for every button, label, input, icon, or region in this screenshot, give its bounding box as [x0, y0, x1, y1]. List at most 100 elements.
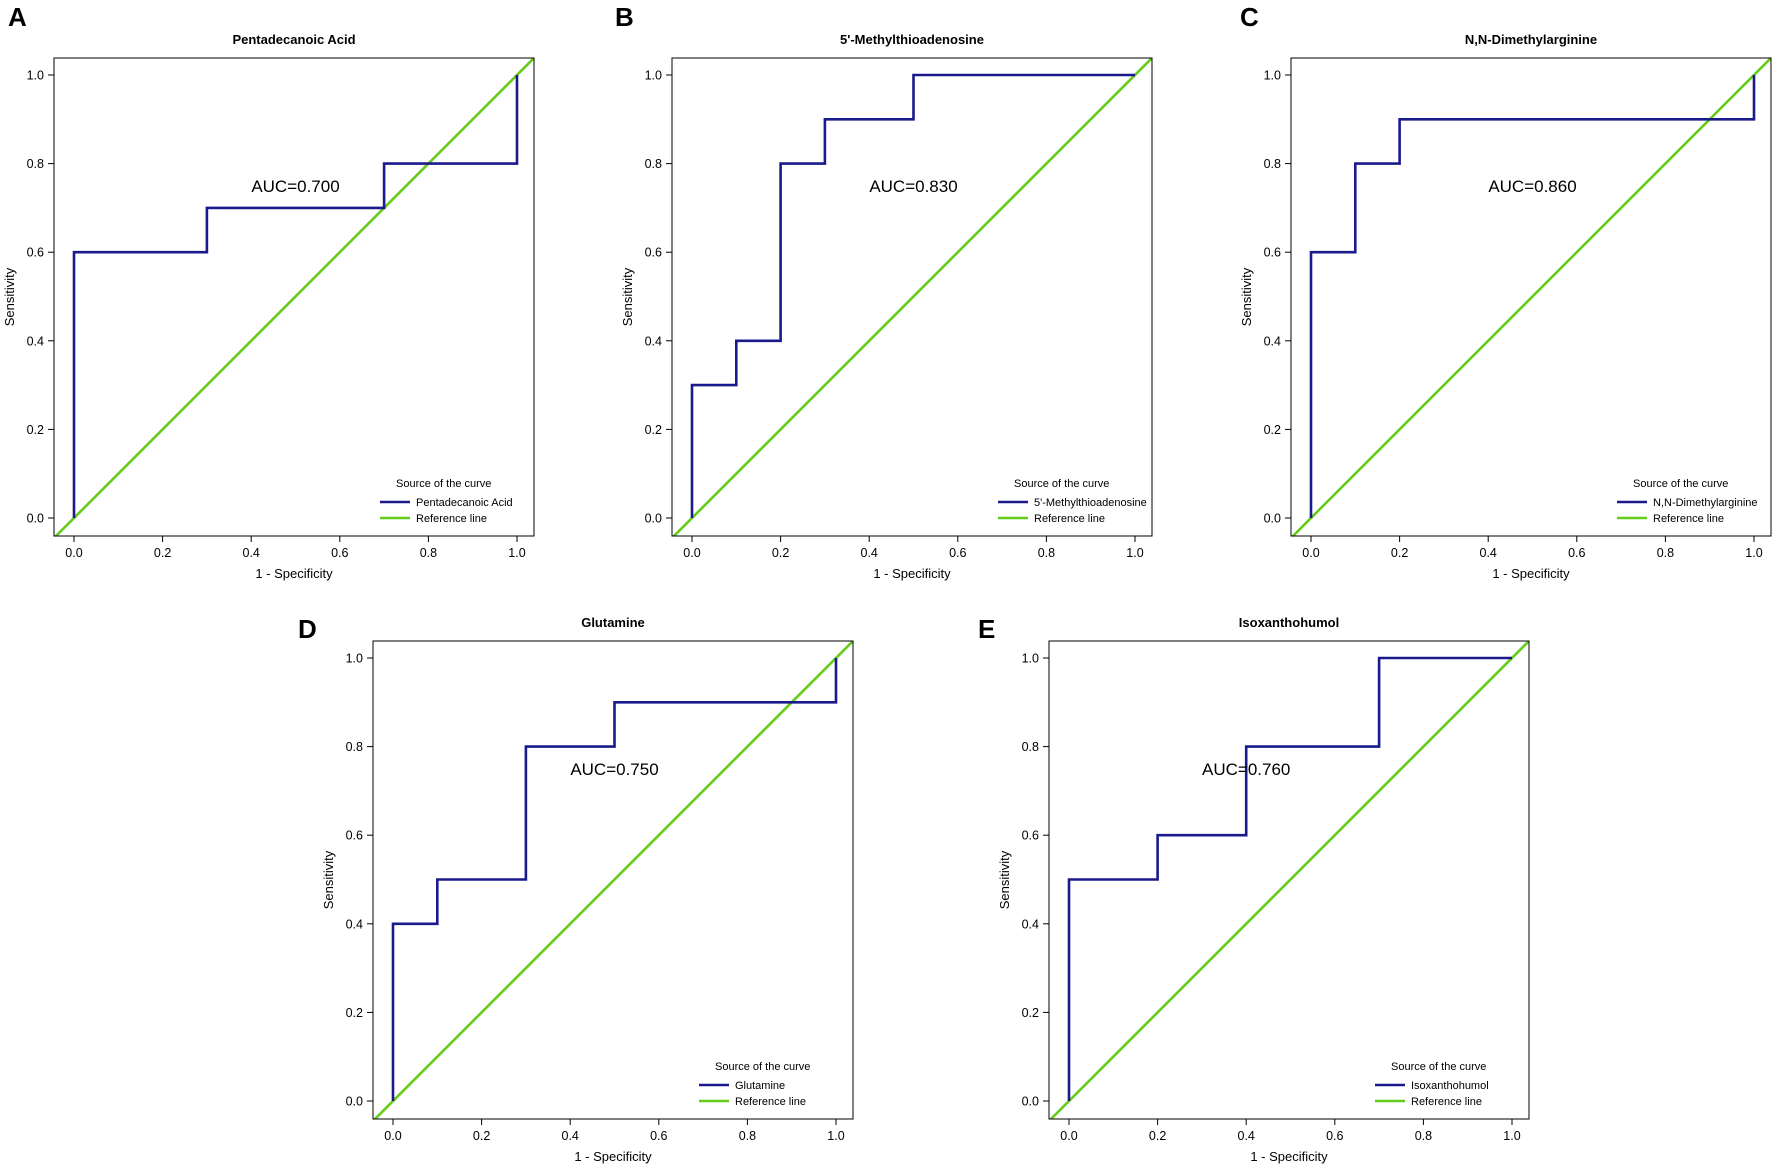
- roc-curve-line: [72, 75, 519, 518]
- y-tick-label: 0.6: [346, 829, 363, 843]
- x-tick-label: 0.0: [65, 546, 82, 560]
- y-tick-label: 1.0: [1022, 652, 1039, 666]
- x-tick-label: 0.4: [562, 1129, 579, 1143]
- y-tick-label: 0.0: [1022, 1095, 1039, 1109]
- x-tick-label: 0.0: [1060, 1129, 1077, 1143]
- roc-curve-line: [690, 73, 1135, 518]
- x-tick-label: 0.2: [154, 546, 171, 560]
- y-tick-label: 0.0: [27, 512, 44, 526]
- auc-label: AUC=0.830: [869, 177, 957, 196]
- y-tick-label: 0.6: [645, 246, 662, 260]
- legend-item-roc: Pentadecanoic Acid: [416, 497, 513, 509]
- x-tick-label: 1.0: [827, 1129, 844, 1143]
- y-tick-label: 0.6: [1022, 829, 1039, 843]
- roc-curve-line: [1309, 75, 1756, 518]
- legend-item-roc: Isoxanthohumol: [1411, 1080, 1489, 1092]
- x-tick-label: 0.4: [1480, 546, 1497, 560]
- x-tick-label: 0.6: [949, 546, 966, 560]
- x-tick-label: 1.0: [1745, 546, 1762, 560]
- roc-panel-c: C N,N-Dimethylarginine 0.0 0.0 0.2 0.2 0.4 0.4 0…: [1239, 2, 1772, 581]
- y-tick-label: 0.8: [1022, 740, 1039, 754]
- legend-item-reference: Reference line: [416, 513, 487, 525]
- x-tick-label: 0.2: [1391, 546, 1408, 560]
- x-tick-label: 1.0: [508, 546, 525, 560]
- plot-frame: [1048, 640, 1530, 1120]
- roc-panel-d: D Glutamine 0.0 0.0 0.2 0.2 0.4 0.4 0.6 0.6 0.8 0.8…: [298, 614, 854, 1164]
- y-tick-label: 0.4: [1022, 917, 1039, 931]
- legend-title: Source of the curve: [1014, 478, 1109, 490]
- roc-panel-a: A Pentadecanoic Acid 0.0 0.0 0.2 0.2 0.4 0.4 0.6…: [2, 2, 535, 581]
- x-tick-label: 1.0: [1503, 1129, 1520, 1143]
- legend-item-reference: Reference line: [1411, 1096, 1482, 1108]
- reference-line: [672, 58, 1152, 536]
- plot-frame: [671, 57, 1153, 537]
- y-tick-label: 1.0: [1264, 69, 1281, 83]
- auc-label: AUC=0.750: [570, 760, 658, 779]
- reference-line: [373, 641, 853, 1119]
- y-tick-label: 1.0: [27, 69, 44, 83]
- x-tick-label: 0.4: [1238, 1129, 1255, 1143]
- y-tick-label: 0.6: [1264, 246, 1281, 260]
- chart-title: N,N-Dimethylarginine: [1465, 32, 1597, 47]
- x-tick-label: 0.4: [243, 546, 260, 560]
- y-tick-label: 0.8: [346, 740, 363, 754]
- chart-title: Isoxanthohumol: [1239, 615, 1339, 630]
- legend-item-roc: N,N-Dimethylarginine: [1653, 497, 1758, 509]
- x-tick-label: 0.6: [1326, 1129, 1343, 1143]
- x-axis-label: 1 - Specificity: [873, 566, 951, 581]
- roc-curve-line: [391, 658, 838, 1101]
- legend-item-roc: 5'-Methylthioadenosine: [1034, 497, 1147, 509]
- y-tick-label: 0.2: [346, 1006, 363, 1020]
- y-tick-label: 0.8: [645, 157, 662, 171]
- y-tick-label: 0.4: [27, 334, 44, 348]
- y-tick-label: 0.4: [1264, 334, 1281, 348]
- panel-letter: D: [298, 614, 317, 644]
- chart-title: 5'-Methylthioadenosine: [840, 32, 984, 47]
- x-tick-label: 0.8: [1415, 1129, 1432, 1143]
- y-tick-label: 1.0: [346, 652, 363, 666]
- y-tick-label: 0.0: [346, 1095, 363, 1109]
- x-axis-label: 1 - Specificity: [1250, 1149, 1328, 1164]
- y-tick-label: 0.2: [1264, 423, 1281, 437]
- legend-item-reference: Reference line: [1034, 513, 1105, 525]
- auc-label: AUC=0.700: [251, 177, 339, 196]
- plot-frame: [53, 57, 535, 537]
- auc-label: AUC=0.760: [1202, 760, 1290, 779]
- panel-letter: E: [978, 614, 995, 644]
- x-tick-label: 0.2: [1149, 1129, 1166, 1143]
- roc-panel-b: B 5'-Methylthioadenosine 0.0 0.0 0.2 0.2 0.4 0.…: [615, 2, 1153, 581]
- x-tick-label: 0.2: [473, 1129, 490, 1143]
- y-axis-label: Sensitivity: [1239, 267, 1254, 326]
- panel-letter: A: [8, 2, 27, 32]
- x-tick-label: 0.0: [1302, 546, 1319, 560]
- x-tick-label: 0.8: [420, 546, 437, 560]
- y-tick-label: 0.0: [645, 512, 662, 526]
- x-tick-label: 0.0: [683, 546, 700, 560]
- y-axis-label: Sensitivity: [2, 267, 17, 326]
- x-tick-label: 0.6: [650, 1129, 667, 1143]
- y-tick-label: 0.0: [1264, 512, 1281, 526]
- y-tick-label: 0.6: [27, 246, 44, 260]
- x-tick-label: 0.4: [861, 546, 878, 560]
- legend-item-reference: Reference line: [735, 1096, 806, 1108]
- roc-curve-line: [1067, 656, 1512, 1101]
- y-tick-label: 0.2: [27, 423, 44, 437]
- y-tick-label: 0.4: [346, 917, 363, 931]
- panel-letter: B: [615, 2, 634, 32]
- x-tick-label: 0.8: [1038, 546, 1055, 560]
- roc-panel-e: E Isoxanthohumol 0.0 0.0 0.2 0.2 0.4 0.4 0.6 0.6 0…: [978, 614, 1530, 1164]
- legend-item-roc: Glutamine: [735, 1080, 785, 1092]
- legend-title: Source of the curve: [1633, 478, 1728, 490]
- legend-item-reference: Reference line: [1653, 513, 1724, 525]
- x-axis-label: 1 - Specificity: [1492, 566, 1570, 581]
- panel-letter: C: [1240, 2, 1259, 32]
- plot-frame: [1290, 57, 1772, 537]
- y-tick-label: 0.8: [1264, 157, 1281, 171]
- y-axis-label: Sensitivity: [321, 850, 336, 909]
- x-tick-label: 0.6: [1568, 546, 1585, 560]
- legend-title: Source of the curve: [1391, 1061, 1486, 1073]
- y-tick-label: 0.4: [645, 334, 662, 348]
- y-axis-label: Sensitivity: [620, 267, 635, 326]
- x-tick-label: 0.2: [772, 546, 789, 560]
